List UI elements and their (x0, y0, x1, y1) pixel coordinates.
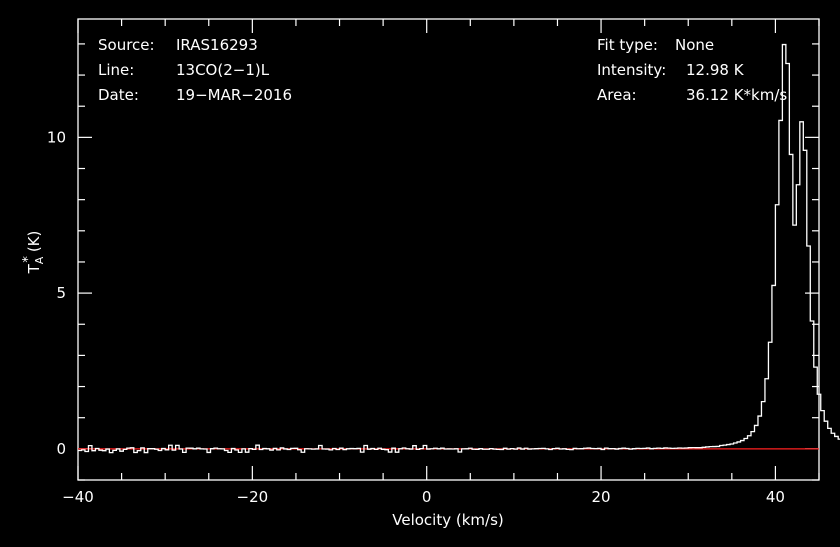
x-tick-label: −20 (237, 488, 269, 506)
y-axis-label-sup: * (21, 256, 36, 263)
line-value: 13CO(2−1)L (176, 61, 270, 79)
series-layer (78, 43, 840, 454)
area-value: 36.12 K*km/s (686, 86, 787, 104)
y-axis-label-symbol: T (25, 263, 43, 274)
x-tick-label: 0 (422, 488, 432, 506)
intensity-label: Intensity: (597, 61, 666, 79)
date-label: Date: (98, 86, 139, 104)
tick-labels: −40 −20 0 20 40 0 5 10 (47, 128, 785, 506)
y-axis-label: TA* (K) (21, 231, 46, 275)
spectrum-line (78, 43, 840, 454)
fit-type-value: None (675, 36, 714, 54)
x-tick-label: 40 (766, 488, 785, 506)
y-tick-label: 10 (47, 128, 66, 146)
y-axis-label-sub: A (33, 256, 46, 264)
y-axis-label-unit: (K) (25, 231, 43, 253)
intensity-value: 12.98 K (686, 61, 745, 79)
x-axis-label: Velocity (km/s) (392, 511, 503, 529)
line-label: Line: (98, 61, 134, 79)
svg-text:TA*(K): TA* (K) (21, 231, 46, 275)
x-tick-label: −40 (62, 488, 94, 506)
y-tick-label: 0 (56, 440, 66, 458)
area-label: Area: (597, 86, 637, 104)
source-value: IRAS16293 (176, 36, 258, 54)
plot-frame (77, 18, 820, 481)
y-tick-label: 5 (56, 284, 66, 302)
x-tick-label: 20 (592, 488, 611, 506)
date-value: 19−MAR−2016 (176, 86, 292, 104)
fit-type-label: Fit type: (597, 36, 658, 54)
source-label: Source: (98, 36, 155, 54)
